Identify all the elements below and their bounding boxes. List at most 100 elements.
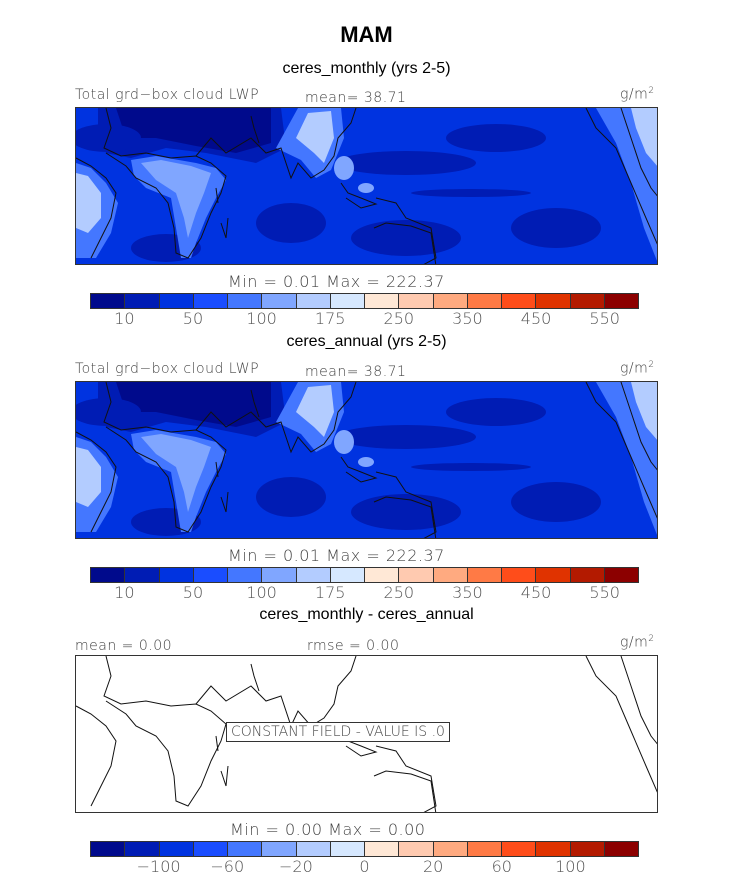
colorbar-swatch	[399, 842, 434, 856]
colorbar-swatch	[467, 842, 502, 856]
colorbar-tick-label: 550	[589, 583, 620, 602]
colorbar-swatch	[228, 842, 263, 856]
colorbar-swatch	[330, 568, 365, 582]
colorbar-swatch	[159, 294, 194, 308]
colorbar-swatch	[604, 294, 638, 308]
contour-region	[334, 156, 354, 180]
contour-region	[631, 382, 657, 440]
coastline	[373, 770, 437, 812]
contour-region	[411, 463, 531, 471]
coastline	[375, 745, 437, 812]
colorbar-tick-label: 50	[182, 583, 204, 602]
units-text: g/m	[620, 86, 649, 103]
contour-region	[511, 482, 601, 522]
colorbar-swatch	[433, 294, 468, 308]
coastline	[340, 182, 378, 209]
coastline	[585, 656, 657, 793]
colorbar-tick-label: 0	[359, 857, 370, 876]
contour-region	[336, 425, 476, 449]
coastline	[103, 108, 227, 259]
contour-region	[596, 382, 657, 535]
contour-region	[511, 208, 601, 248]
colorbar-tick-label: −60	[210, 857, 245, 876]
units-exponent: 2	[648, 360, 655, 370]
colorbar-swatch	[91, 842, 126, 856]
coastline	[103, 382, 227, 533]
colorbar-tick-label: 450	[520, 583, 552, 602]
coastline	[220, 765, 229, 787]
colorbar-swatch	[365, 568, 400, 582]
colorbar-swatch	[399, 568, 434, 582]
coastline	[76, 705, 117, 807]
colorbar-swatch	[365, 842, 400, 856]
coastline	[195, 108, 357, 180]
coastline	[373, 222, 437, 264]
contour-region	[334, 430, 354, 454]
panel-1-variable-label: Total grd−box cloud LWP	[75, 87, 260, 103]
contour-region	[358, 457, 374, 467]
colorbar-tick-label: 350	[452, 583, 483, 602]
colorbar-tick-label: 60	[491, 857, 512, 876]
contour-region	[596, 108, 657, 261]
colorbar-tick-label: 350	[452, 309, 483, 328]
contour-region	[631, 108, 657, 166]
colorbar-swatch	[228, 294, 263, 308]
colorbar-swatch	[159, 842, 194, 856]
contour-region	[336, 151, 476, 175]
colorbar-swatch	[536, 294, 571, 308]
units-text: g/m	[620, 634, 649, 651]
colorbar-tick-label: 10	[114, 583, 135, 602]
colorbar-tick-label: 100	[246, 583, 277, 602]
contour-region	[446, 124, 546, 152]
colorbar-tick-label: 250	[383, 309, 415, 328]
panel-2-units: g/m2	[620, 360, 655, 377]
colorbar-swatch	[228, 568, 263, 582]
panel-3-colorbar	[90, 841, 639, 857]
contour-region	[256, 477, 326, 517]
coastline	[76, 431, 117, 533]
contour-region	[296, 385, 334, 437]
coastline	[373, 496, 437, 538]
coastline	[375, 471, 437, 538]
coastline	[250, 389, 260, 418]
colorbar-swatch	[296, 568, 331, 582]
colorbar-tick-label: 450	[520, 309, 552, 328]
colorbar-swatch	[536, 842, 571, 856]
contour-region	[116, 382, 271, 427]
colorbar-swatch	[125, 294, 160, 308]
contour-region	[256, 203, 326, 243]
colorbar-swatch	[433, 842, 468, 856]
colorbar-tick-label: 250	[383, 583, 415, 602]
contour-region	[446, 398, 546, 426]
colorbar-swatch	[536, 568, 571, 582]
colorbar-tick-label: 100	[246, 309, 277, 328]
panel-2-map	[75, 381, 658, 539]
coastline	[215, 735, 219, 752]
panel-1-subtitle: ceres_monthly (yrs 2-5)	[282, 60, 451, 77]
colorbar-tick-label: 20	[422, 857, 444, 876]
coastline	[585, 108, 657, 245]
colorbar-swatch	[570, 294, 605, 308]
coastline	[103, 656, 227, 807]
contour-region	[116, 108, 271, 153]
contour-region	[141, 434, 211, 512]
coastline	[220, 217, 229, 239]
panel-3-mean: mean = 0.00	[75, 638, 173, 654]
coastline	[76, 157, 117, 259]
coastline	[195, 656, 357, 728]
colorbar-swatch	[330, 294, 365, 308]
contour-region	[141, 160, 211, 238]
panel-2-mean: mean= 38.71	[305, 364, 407, 380]
coastline	[340, 456, 378, 483]
panel-1-mean: mean= 38.71	[305, 90, 407, 106]
colorbar-swatch	[125, 842, 160, 856]
colorbar-swatch	[262, 294, 297, 308]
colorbar-tick-label: 100	[555, 857, 586, 876]
colorbar-tick-label: 175	[314, 583, 346, 602]
coastline	[215, 461, 219, 478]
colorbar-swatch	[570, 842, 605, 856]
colorbar-swatch	[433, 568, 468, 582]
panel-1-units: g/m2	[620, 86, 655, 103]
units-exponent: 2	[648, 634, 655, 644]
contour-region	[76, 124, 141, 152]
